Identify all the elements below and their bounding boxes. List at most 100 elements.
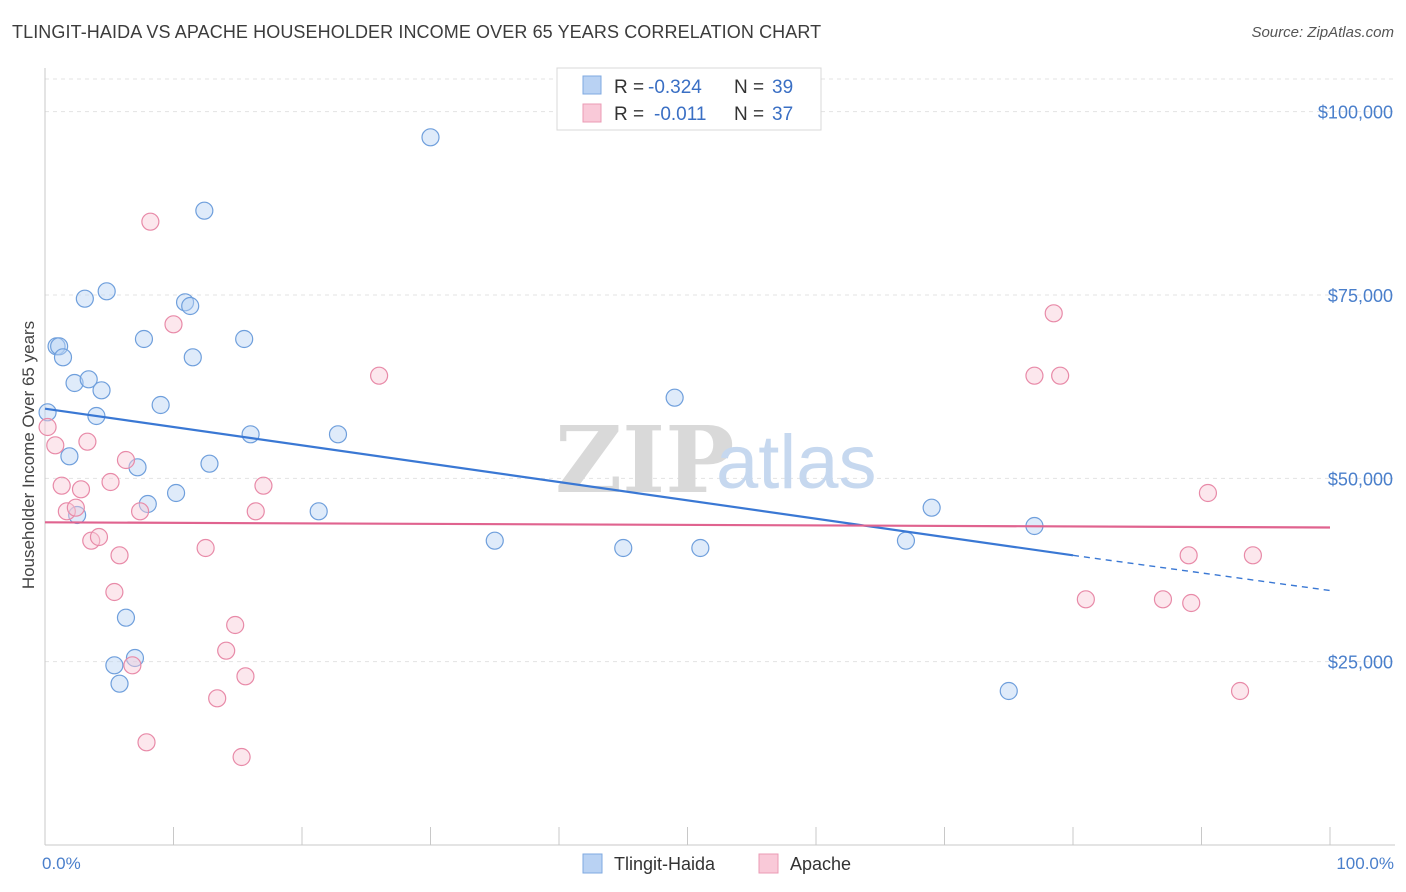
tlingit-haida-point-23: [183, 348, 202, 367]
correlation-legend: R = -0.324 N = 39 R = -0.011 N = 37: [556, 67, 822, 131]
bottom-legend-swatch-tlingit-haida: [582, 853, 603, 874]
trend-lines: [44, 407, 1331, 592]
tlingit-haida-point-13: [110, 674, 129, 693]
legend-n-label-2: N =: [734, 104, 764, 125]
tlingit-haida-point-5: [65, 373, 84, 393]
apache-point-27: [1025, 366, 1044, 385]
tlingit-haida-trend-line: [44, 407, 1074, 557]
y-tick-label-1: $50,000: [1328, 469, 1393, 489]
tlingit-haida-point-35: [896, 531, 916, 550]
apache-point-20: [217, 641, 236, 660]
apache-point-12: [116, 450, 136, 470]
apache-point-11: [110, 546, 129, 565]
x-tick-label-min: 0.0%: [42, 854, 81, 873]
apache-point-0: [38, 417, 57, 437]
tlingit-haida-point-36: [922, 498, 941, 517]
legend-n-value-apache: 37: [772, 104, 793, 125]
apache-point-22: [232, 747, 251, 767]
apache-point-16: [141, 212, 160, 231]
y-axis-label: Householder Income Over 65 years: [19, 321, 38, 589]
tlingit-haida-point-37: [999, 681, 1018, 701]
apache-point-21: [226, 615, 245, 635]
apache-point-4: [66, 498, 85, 517]
tlingit-haida-point-24: [195, 201, 214, 220]
axes: [44, 68, 1395, 846]
watermark-zip: ZIP: [555, 406, 734, 514]
tlingit-haida-point-20: [166, 483, 186, 503]
apache-point-24: [246, 502, 265, 521]
apache-point-29: [1051, 366, 1070, 385]
tlingit-haida-point-27: [241, 425, 260, 444]
y-tick-label-2: $75,000: [1328, 286, 1393, 306]
tlingit-haida-point-17: [134, 329, 154, 349]
apache-point-13: [123, 656, 142, 675]
apache-point-23: [236, 667, 255, 686]
bottom-legend-swatch-apache: [758, 853, 779, 874]
apache-point-35: [1230, 681, 1250, 701]
tlingit-haida-point-11: [97, 282, 116, 301]
apache-point-5: [71, 480, 91, 499]
tlingit-haida-point-7: [75, 289, 94, 308]
apache-point-1: [46, 436, 65, 455]
tlingit-haida-point-12: [105, 656, 124, 675]
apache-point-18: [196, 538, 215, 558]
legend-n-value-tlingit-haida: 39: [772, 77, 793, 98]
tlingit-haida-point-8: [79, 370, 98, 389]
apache-point-6: [78, 432, 97, 451]
legend-swatch-tlingit-haida: [582, 75, 602, 95]
apache-point-17: [164, 315, 183, 334]
series-legend: Tlingit-Haida Apache: [582, 853, 851, 874]
apache-point-26: [370, 366, 389, 385]
watermark-atlas: atlas: [716, 420, 877, 505]
tlingit-haida-point-4: [60, 447, 79, 466]
tlingit-haida-point-31: [485, 531, 504, 550]
apache-point-32: [1179, 546, 1198, 565]
tlingit-haida-point-18: [138, 494, 157, 514]
legend-r-label-1: R =: [614, 77, 644, 98]
tlingit-haida-point-33: [665, 388, 684, 407]
legend-r-value-apache: -0.011: [654, 104, 706, 125]
apache-point-33: [1182, 593, 1201, 613]
apache-point-15: [137, 733, 156, 752]
tlingit-haida-point-29: [328, 425, 348, 444]
tlingit-haida-point-34: [691, 538, 710, 558]
x-tick-labels: 0.0% 100.0%: [42, 854, 1394, 873]
bottom-legend-label-tlingit-haida: Tlingit-Haida: [614, 854, 716, 874]
tlingit-haida-point-28: [309, 502, 328, 521]
x-tick-label-max: 100.0%: [1336, 854, 1394, 873]
apache-point-25: [254, 476, 273, 495]
tlingit-haida-point-22: [181, 296, 200, 316]
data-points: [38, 128, 1263, 767]
tlingit-haida-point-26: [235, 329, 254, 349]
legend-swatch-apache: [582, 103, 602, 123]
tlingit-haida-point-15: [125, 648, 145, 668]
apache-point-8: [89, 527, 109, 547]
tlingit-haida-trend-extension: [1072, 554, 1331, 592]
tlingit-haida-point-19: [151, 395, 170, 415]
chart-title: TLINGIT-HAIDA VS APACHE HOUSEHOLDER INCO…: [12, 22, 822, 42]
tlingit-haida-point-32: [614, 538, 633, 558]
legend-r-value-tlingit-haida: -0.324: [648, 77, 702, 98]
apache-point-10: [105, 582, 124, 602]
grid-lines: [45, 78, 1395, 663]
apache-point-28: [1044, 304, 1063, 323]
tlingit-haida-point-30: [421, 128, 440, 147]
apache-point-2: [52, 476, 71, 495]
tlingit-haida-point-14: [116, 608, 136, 627]
apache-point-34: [1198, 483, 1218, 503]
tlingit-haida-point-25: [200, 454, 219, 473]
y-tick-label-0: $25,000: [1328, 653, 1393, 673]
apache-point-36: [1243, 546, 1263, 565]
bottom-legend-label-apache: Apache: [790, 854, 851, 874]
apache-point-9: [101, 472, 120, 492]
watermark: ZIP atlas: [555, 406, 877, 514]
tlingit-haida-point-2: [50, 337, 69, 356]
apache-trend-line: [44, 521, 1331, 529]
tlingit-haida-point-3: [53, 348, 73, 367]
y-tick-label-3: $100,000: [1318, 103, 1393, 123]
apache-point-14: [130, 502, 150, 521]
tlingit-haida-point-10: [92, 381, 111, 400]
legend-n-label-1: N =: [734, 77, 764, 98]
apache-point-31: [1153, 590, 1173, 609]
